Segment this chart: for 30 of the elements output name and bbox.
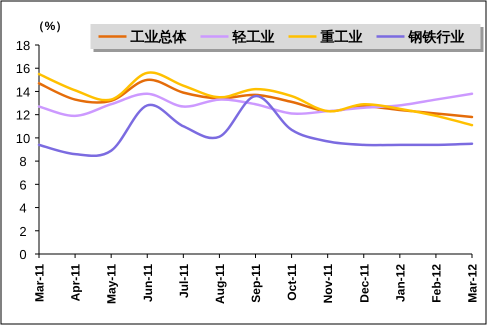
legend-label: 重工业: [320, 28, 362, 44]
x-tick-label: Mar-12: [466, 264, 480, 303]
x-tick-label: Apr-11: [68, 264, 83, 302]
x-tick-label: Feb-12: [429, 264, 444, 303]
x-tick-label: Jan-12: [393, 264, 408, 302]
y-tick-label: 0: [19, 247, 27, 262]
y-tick-label: 10: [16, 130, 30, 146]
legend-label: 轻工业: [232, 28, 274, 44]
y-tick-label: 2: [19, 224, 27, 239]
legend-label: 钢铁行业: [408, 28, 464, 44]
y-axis-title: （%）: [32, 19, 68, 33]
x-tick-label: Dec-11: [357, 264, 372, 303]
y-tick-label: 8: [19, 154, 27, 170]
y-tick-label: 14: [16, 84, 30, 100]
line-series: [38, 92, 474, 118]
x-tick-label: Oct-11: [285, 264, 300, 301]
y-tick-label: 6: [19, 177, 27, 192]
x-tick-label: May-11: [104, 264, 119, 304]
x-tick-label: Mar-11: [32, 264, 46, 302]
x-tick-label: Aug-11: [212, 264, 227, 304]
x-tick-label: Jul-11: [176, 264, 191, 298]
legend-label: 工业总体: [130, 28, 188, 44]
y-tick-label: 18: [16, 38, 30, 53]
x-tick-label: Jun-11: [140, 264, 155, 302]
y-tick-label: 4: [19, 200, 27, 216]
y-tick-label: 12: [16, 108, 30, 123]
line-series: [38, 71, 474, 126]
y-tick-label: 16: [16, 61, 30, 76]
x-tick-label: Sep-11: [249, 264, 263, 303]
x-tick-label: Nov-11: [321, 264, 336, 304]
